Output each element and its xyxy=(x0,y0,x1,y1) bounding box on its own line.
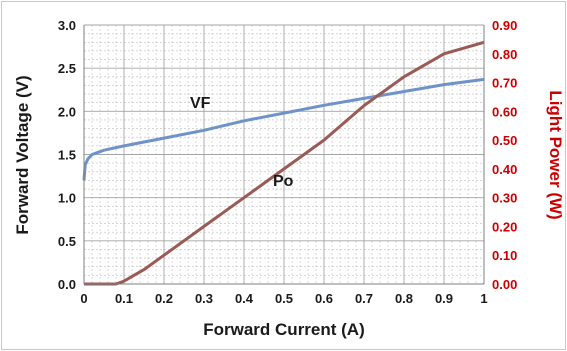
y-right-tick-label: 0.20 xyxy=(492,219,517,234)
x-tick-label: 0.6 xyxy=(315,291,333,306)
y-left-tick-label: 2.0 xyxy=(58,104,76,119)
y-left-tick-label: 0.0 xyxy=(58,277,76,292)
x-tick-label: 1 xyxy=(480,291,487,306)
y-left-tick-label: 3.0 xyxy=(58,18,76,33)
y-right-tick-label: 0.90 xyxy=(492,18,517,33)
x-tick-label: 0.3 xyxy=(195,291,213,306)
series-line-vf xyxy=(82,77,485,181)
x-axis-title: Forward Current (A) xyxy=(203,320,365,339)
y-left-tick-label: 0.5 xyxy=(58,234,76,249)
y-right-tick-label: 0.70 xyxy=(492,76,517,91)
x-tick-label: 0.8 xyxy=(395,291,413,306)
y-right-tick-label: 0.80 xyxy=(492,47,517,62)
x-tick-label: 0.9 xyxy=(435,291,453,306)
y-left-tick-label: 1.5 xyxy=(58,148,76,163)
y-right-tick-label: 0.50 xyxy=(492,133,517,148)
y-axis-right-title: Light Power (W) xyxy=(546,90,565,219)
y-left-tick-label: 2.5 xyxy=(58,61,76,76)
x-tick-label: 0.5 xyxy=(275,291,293,306)
series-label-vf: VF xyxy=(190,95,211,112)
y-right-tick-label: 0.00 xyxy=(492,277,517,292)
x-tick-label: 0 xyxy=(80,291,87,306)
y-right-tick-label: 0.30 xyxy=(492,191,517,206)
y-right-tick-label: 0.10 xyxy=(492,248,517,263)
x-tick-label: 0.7 xyxy=(355,291,373,306)
axes: 0 0.1 0.2 0.3 0.4 0.5 0.6 0.7 0.8 0.9 1 0.0 0.5 1.0 1.… xyxy=(58,18,517,306)
y-left-tick-label: 1.0 xyxy=(58,191,76,206)
y-right-tick-label: 0.60 xyxy=(492,104,517,119)
x-tick-label: 0.1 xyxy=(115,291,133,306)
y-right-tick-label: 0.40 xyxy=(492,162,517,177)
x-tick-label: 0.4 xyxy=(235,291,254,306)
series-label-po: Po xyxy=(273,173,294,190)
x-tick-label: 0.2 xyxy=(155,291,173,306)
y-axis-left-title: Forward Voltage (V) xyxy=(13,75,32,234)
